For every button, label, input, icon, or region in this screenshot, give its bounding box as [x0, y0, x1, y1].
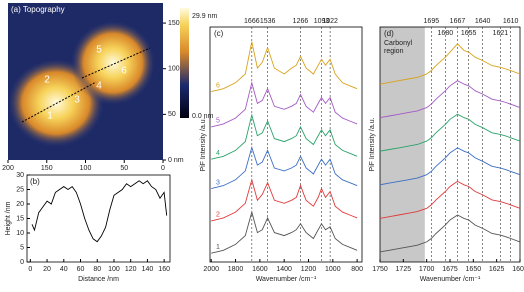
series-line [379, 147, 521, 186]
y-tick-label: 25 [16, 186, 24, 193]
y-axis-label: PiF Intensity /a.u. [369, 117, 376, 171]
point-label: 6 [121, 66, 127, 77]
y-tick-label: 5 [20, 244, 24, 251]
x-axis-label: Distance /nm [78, 276, 119, 283]
x-tick-label: 50 [120, 165, 128, 172]
y-axis-label: Height /nm [5, 201, 12, 235]
x-tick-label: 140 [142, 266, 154, 273]
marker-label: 1093 [314, 18, 330, 25]
x-tick-label: 20 [43, 266, 51, 273]
x-tick-label: 1600 [512, 266, 524, 273]
x-tick-label: 0 [28, 266, 32, 273]
y-tick-label: 50 [168, 111, 176, 118]
x-tick-label: 2000 [203, 266, 219, 273]
point-label: 1 [47, 111, 53, 122]
series-line [211, 41, 358, 93]
series-line [211, 145, 358, 190]
profile-line [81, 47, 151, 79]
x-tick-label: 80 [93, 266, 101, 273]
colorbar-label: 0.0 nm [192, 113, 214, 120]
panel-title: (b) [30, 177, 40, 186]
marker-label: 1680 [438, 30, 454, 37]
y-tick-label: 10 [16, 230, 24, 237]
x-tick-label: 1800 [228, 266, 244, 273]
x-tick-label: 120 [125, 266, 137, 273]
marker-label: 1667 [450, 18, 466, 25]
legend-label: 2 [216, 212, 220, 219]
series-line [379, 180, 521, 219]
legend-label: 4 [216, 150, 220, 157]
plot-frame [209, 26, 363, 263]
marker-label: 1610 [503, 18, 519, 25]
x-tick-label: 0 [161, 165, 165, 172]
x-tick-label: 800 [351, 266, 363, 273]
annotation: region [384, 48, 404, 55]
marker-label: 1536 [260, 18, 276, 25]
marker-label: 1655 [461, 30, 477, 37]
series-line [379, 80, 521, 119]
panel-title: (c) [214, 29, 224, 38]
colorbar-label: 29.9 nm [192, 13, 217, 20]
point-label: 5 [96, 45, 102, 56]
y-tick-label: 30 [16, 172, 24, 179]
profile-line [21, 81, 97, 123]
colorbar [180, 8, 189, 118]
y-tick-label: 20 [16, 201, 24, 208]
x-tick-label: 1400 [276, 266, 292, 273]
marker-label: 1695 [424, 18, 440, 25]
series-line [379, 214, 521, 253]
panel-title: (a) Topography [11, 5, 65, 14]
y-tick-label: 15 [16, 215, 24, 222]
x-tick-label: 1625 [489, 266, 505, 273]
marker-label: 1621 [493, 30, 509, 37]
y-tick-label: 0 [20, 259, 24, 266]
y-tick-label: 0 nm [168, 157, 184, 164]
x-tick-label: 1725 [396, 266, 412, 273]
marker-label: 1266 [293, 18, 309, 25]
legend-label: 1 [216, 244, 220, 251]
y-tick-label: 150 [168, 20, 180, 27]
y-tick-label: 100 [168, 66, 180, 73]
x-tick-label: 1200 [301, 266, 317, 273]
panel-title: (d) [384, 29, 394, 38]
series-line [211, 113, 358, 160]
y-axis-label: PiF Intensity /a.u. [200, 117, 207, 171]
marker-label: 1022 [322, 18, 338, 25]
x-tick-label: 150 [41, 165, 53, 172]
legend-label: 5 [216, 118, 220, 125]
series-line [211, 210, 358, 254]
point-label: 3 [74, 95, 80, 106]
series-line [379, 43, 521, 85]
series-line [211, 81, 358, 128]
marker-label: 1666 [244, 18, 260, 25]
x-tick-label: 40 [60, 266, 68, 273]
legend-label: 3 [216, 179, 220, 186]
x-tick-label: 1750 [372, 266, 388, 273]
x-tick-label: 1700 [419, 266, 435, 273]
legend-label: 6 [216, 82, 220, 89]
x-tick-label: 100 [108, 266, 120, 273]
marker-label: 1640 [475, 18, 491, 25]
series-line [31, 180, 168, 243]
x-tick-label: 100 [80, 165, 92, 172]
series-line [379, 113, 521, 152]
x-axis-label: Wavenumber /cm⁻¹ [420, 276, 481, 283]
series-line [211, 178, 358, 222]
particle [71, 21, 155, 105]
annotation: Carbonyl [384, 40, 412, 47]
x-tick-label: 1000 [325, 266, 341, 273]
point-label: 2 [44, 75, 50, 86]
x-tick-label: 1600 [252, 266, 268, 273]
x-axis-label: Wavenumber /cm⁻¹ [256, 276, 317, 283]
x-tick-label: 1675 [442, 266, 458, 273]
x-tick-label: 200 [2, 165, 14, 172]
x-tick-label: 60 [77, 266, 85, 273]
plot-frame [26, 174, 171, 263]
x-tick-label: 1650 [466, 266, 482, 273]
point-label: 4 [96, 81, 102, 92]
x-tick-label: 160 [158, 266, 170, 273]
